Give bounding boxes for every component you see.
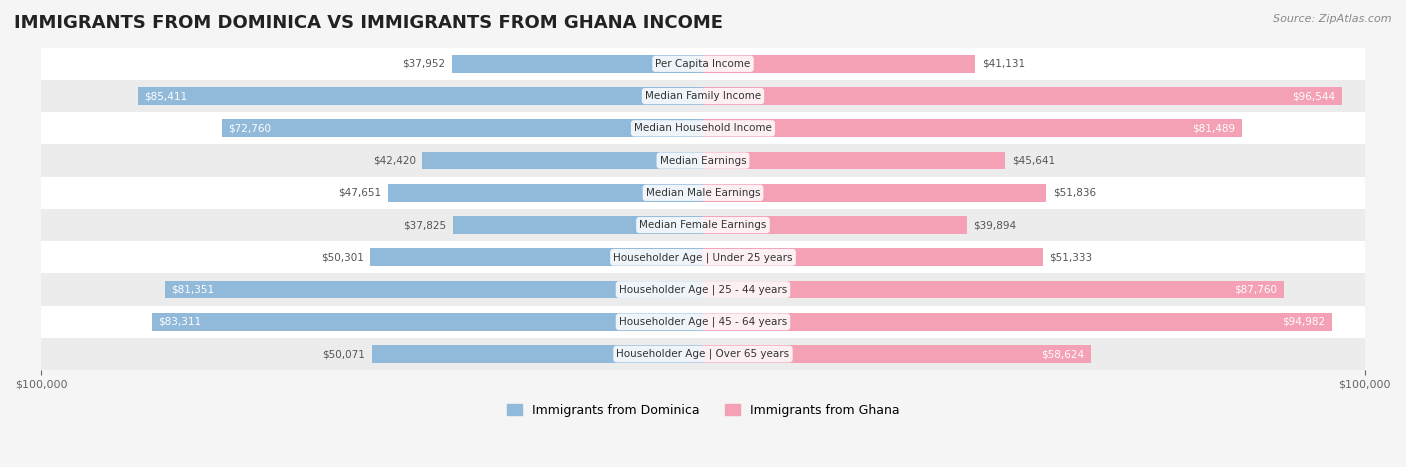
Text: Median Female Earnings: Median Female Earnings <box>640 220 766 230</box>
Text: $50,301: $50,301 <box>321 252 364 262</box>
Bar <box>222 120 703 137</box>
Bar <box>422 152 703 170</box>
Bar <box>41 241 1365 274</box>
Bar <box>703 248 1043 266</box>
Bar <box>41 338 1365 370</box>
Bar <box>41 112 1365 144</box>
Text: Householder Age | 45 - 64 years: Householder Age | 45 - 64 years <box>619 317 787 327</box>
Bar <box>453 216 703 234</box>
Text: $37,825: $37,825 <box>404 220 446 230</box>
Bar <box>41 48 1365 80</box>
Bar <box>41 144 1365 177</box>
Text: $85,411: $85,411 <box>145 91 187 101</box>
Text: Householder Age | Under 25 years: Householder Age | Under 25 years <box>613 252 793 262</box>
Text: $37,952: $37,952 <box>402 59 446 69</box>
Bar <box>138 87 703 105</box>
Text: $72,760: $72,760 <box>228 123 271 133</box>
Bar <box>703 184 1046 202</box>
Bar <box>41 306 1365 338</box>
Text: $41,131: $41,131 <box>981 59 1025 69</box>
Text: $47,651: $47,651 <box>337 188 381 198</box>
Bar <box>152 313 703 331</box>
Bar <box>41 80 1365 112</box>
Bar <box>451 55 703 73</box>
Bar <box>703 281 1284 298</box>
Text: Per Capita Income: Per Capita Income <box>655 59 751 69</box>
Bar <box>703 55 976 73</box>
Bar <box>371 345 703 363</box>
Text: $96,544: $96,544 <box>1292 91 1336 101</box>
Text: $58,624: $58,624 <box>1042 349 1084 359</box>
Text: $51,333: $51,333 <box>1049 252 1092 262</box>
Text: $81,489: $81,489 <box>1192 123 1236 133</box>
Text: IMMIGRANTS FROM DOMINICA VS IMMIGRANTS FROM GHANA INCOME: IMMIGRANTS FROM DOMINICA VS IMMIGRANTS F… <box>14 14 723 32</box>
Text: Median Family Income: Median Family Income <box>645 91 761 101</box>
Text: $45,641: $45,641 <box>1012 156 1054 166</box>
Bar <box>703 345 1091 363</box>
Text: $81,351: $81,351 <box>172 284 214 295</box>
Bar <box>703 120 1243 137</box>
Text: Source: ZipAtlas.com: Source: ZipAtlas.com <box>1274 14 1392 24</box>
Bar <box>703 216 967 234</box>
Text: $50,071: $50,071 <box>322 349 366 359</box>
Text: $42,420: $42,420 <box>373 156 416 166</box>
Text: Median Household Income: Median Household Income <box>634 123 772 133</box>
Text: $87,760: $87,760 <box>1234 284 1277 295</box>
Bar <box>41 209 1365 241</box>
Text: $83,311: $83,311 <box>159 317 201 327</box>
Text: Median Male Earnings: Median Male Earnings <box>645 188 761 198</box>
Text: Householder Age | 25 - 44 years: Householder Age | 25 - 44 years <box>619 284 787 295</box>
Bar <box>165 281 703 298</box>
Text: $39,894: $39,894 <box>973 220 1017 230</box>
Bar <box>703 152 1005 170</box>
Bar <box>370 248 703 266</box>
Bar <box>41 177 1365 209</box>
Bar <box>703 313 1331 331</box>
Text: $94,982: $94,982 <box>1282 317 1324 327</box>
Legend: Immigrants from Dominica, Immigrants from Ghana: Immigrants from Dominica, Immigrants fro… <box>502 399 904 422</box>
Text: Householder Age | Over 65 years: Householder Age | Over 65 years <box>616 349 790 359</box>
Text: $51,836: $51,836 <box>1053 188 1095 198</box>
Text: Median Earnings: Median Earnings <box>659 156 747 166</box>
Bar <box>388 184 703 202</box>
Bar <box>703 87 1341 105</box>
Bar <box>41 274 1365 306</box>
